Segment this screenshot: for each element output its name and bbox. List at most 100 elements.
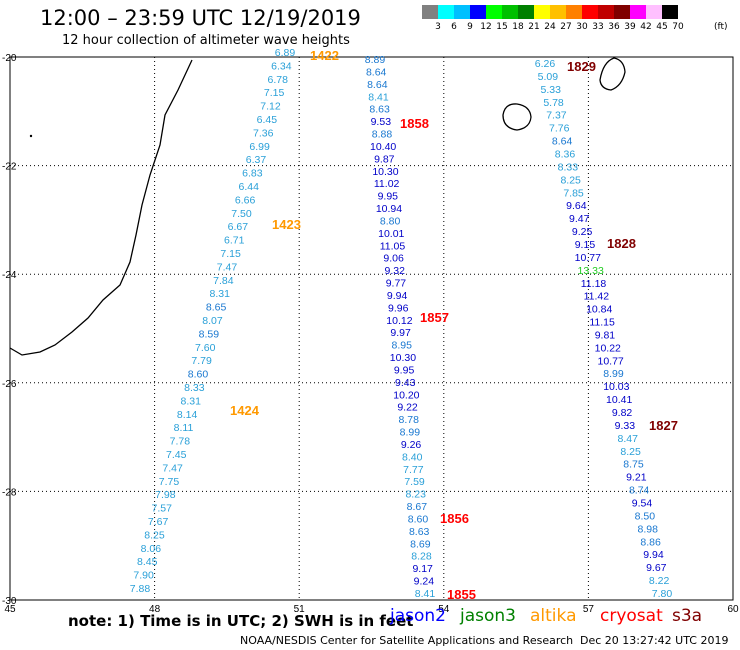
map-frame xyxy=(9,56,734,601)
wave-height-value: 8.33 xyxy=(184,382,205,394)
wave-height-value: 8.60 xyxy=(188,369,209,381)
pass-time-label: 1424 xyxy=(230,403,260,418)
wave-height-value: 7.15 xyxy=(264,87,285,99)
colorbar-label: 70 xyxy=(672,22,684,32)
colorbar-label: 12 xyxy=(480,22,492,32)
wave-height-value: 8.31 xyxy=(210,288,231,300)
wave-height-value: 6.45 xyxy=(257,114,278,126)
wave-height-value: 5.09 xyxy=(538,71,559,83)
wave-height-value: 8.47 xyxy=(618,433,639,445)
pass-time-label: 1422 xyxy=(310,48,339,63)
wave-height-value: 9.87 xyxy=(374,153,395,165)
wave-height-value: 7.78 xyxy=(170,436,191,448)
wave-height-value: 7.75 xyxy=(159,476,180,488)
wave-height-value: 8.80 xyxy=(380,215,401,227)
wave-height-value: 8.64 xyxy=(366,66,387,78)
pass-time-label: 1828 xyxy=(607,236,636,251)
colorbar-label: 27 xyxy=(560,22,572,32)
colorbar-swatch xyxy=(486,5,502,19)
longitude-label: 54 xyxy=(438,604,450,615)
wave-height-value: 10.94 xyxy=(376,203,402,215)
wave-height-value: 6.44 xyxy=(239,181,260,193)
wave-height-value: 11.02 xyxy=(374,178,400,190)
wave-height-value: 8.65 xyxy=(206,302,227,314)
wave-height-value: 7.88 xyxy=(130,583,151,595)
wave-height-value: 8.22 xyxy=(649,575,670,587)
wave-height-value: 7.79 xyxy=(191,355,212,367)
colorbar-swatch xyxy=(454,5,470,19)
longitude-label: 57 xyxy=(583,604,595,615)
colorbar-swatch xyxy=(518,5,534,19)
colorbar-label: 33 xyxy=(592,22,604,32)
wave-height-value: 10.41 xyxy=(606,394,632,406)
wave-height-value: 7.60 xyxy=(195,342,216,354)
colorbar-swatch xyxy=(566,5,582,19)
wave-height-value: 7.36 xyxy=(253,127,274,139)
wave-height-value: 9.32 xyxy=(385,265,406,277)
wave-height-value: 8.98 xyxy=(638,523,659,535)
map-title: 12:00 – 23:59 UTC 12/19/2019 xyxy=(40,6,361,30)
wave-height-value: 11.15 xyxy=(589,317,615,329)
wave-height-value: 10.84 xyxy=(586,304,612,316)
colorbar-label: 21 xyxy=(528,22,540,32)
wave-height-value: 10.03 xyxy=(603,381,629,393)
wave-height-value: 8.28 xyxy=(411,551,432,563)
credit-text: NOAA/NESDIS Center for Satellite Applica… xyxy=(240,634,574,647)
mauritius-island xyxy=(599,57,626,91)
longitude-label: 51 xyxy=(294,604,306,615)
wave-height-value: 9.64 xyxy=(566,200,587,212)
wave-height-value: 7.59 xyxy=(404,476,425,488)
pass-time-label: 1827 xyxy=(649,418,678,433)
wave-height-value: 8.25 xyxy=(620,446,641,458)
colorbar-label: 3 xyxy=(435,22,441,32)
colorbar-label: 39 xyxy=(624,22,636,32)
wave-height-value: 8.67 xyxy=(407,501,428,513)
wave-height-value: 8.60 xyxy=(408,513,429,525)
wave-height-value: 8.89 xyxy=(365,54,386,66)
wave-height-value: 9.96 xyxy=(388,302,409,314)
colorbar-swatch xyxy=(438,5,454,19)
wave-height-value: 10.12 xyxy=(386,315,412,327)
wave-height-value: 6.26 xyxy=(535,58,556,70)
wave-height-value: 6.78 xyxy=(268,74,289,86)
colorbar-label: 9 xyxy=(467,22,473,32)
latitude-label: -20 xyxy=(2,53,17,64)
wave-height-value: 8.99 xyxy=(603,368,624,380)
wave-height-value: 9.94 xyxy=(387,290,408,302)
wave-height-value: 8.36 xyxy=(555,148,576,160)
colorbar-label: 18 xyxy=(512,22,524,32)
colorbar-unit: (ft) xyxy=(714,22,728,32)
wave-height-value: 7.47 xyxy=(217,261,238,273)
pass-time-label: 1856 xyxy=(440,511,469,526)
wave-height-value: 8.78 xyxy=(399,414,420,426)
wave-height-value: 7.15 xyxy=(220,248,241,260)
wave-height-value: 7.37 xyxy=(546,110,567,122)
wave-height-value: 8.69 xyxy=(410,538,431,550)
wave-height-value: 7.76 xyxy=(549,123,570,135)
wave-height-value: 10.77 xyxy=(575,252,601,264)
colorbar-swatch xyxy=(470,5,486,19)
colorbar-swatch xyxy=(422,5,438,19)
wave-height-value: 8.41 xyxy=(415,588,436,600)
wave-height-value: 9.43 xyxy=(395,377,416,389)
wave-height-value: 9.95 xyxy=(394,364,415,376)
wave-height-value: 8.99 xyxy=(400,427,421,439)
wave-height-value: 8.64 xyxy=(367,79,388,91)
wave-height-value: 13.33 xyxy=(578,265,604,277)
colorbar-swatch xyxy=(502,5,518,19)
wave-height-value: 9.47 xyxy=(569,213,590,225)
latitude-label: -30 xyxy=(2,596,17,607)
wave-height-value: 6.37 xyxy=(246,154,267,166)
wave-height-value: 7.98 xyxy=(155,489,176,501)
wave-height-value: 7.77 xyxy=(403,464,424,476)
latitude-label: -22 xyxy=(2,162,17,173)
wave-height-value: 7.85 xyxy=(563,187,584,199)
colorbar-swatch xyxy=(534,5,550,19)
wave-height-value: 9.15 xyxy=(575,239,596,251)
wave-height-value: 6.89 xyxy=(275,47,296,59)
wave-height-value: 8.25 xyxy=(560,174,581,186)
wave-height-value: 7.84 xyxy=(213,275,234,287)
colorbar-swatch xyxy=(582,5,598,19)
longitude-label: 60 xyxy=(727,604,739,615)
